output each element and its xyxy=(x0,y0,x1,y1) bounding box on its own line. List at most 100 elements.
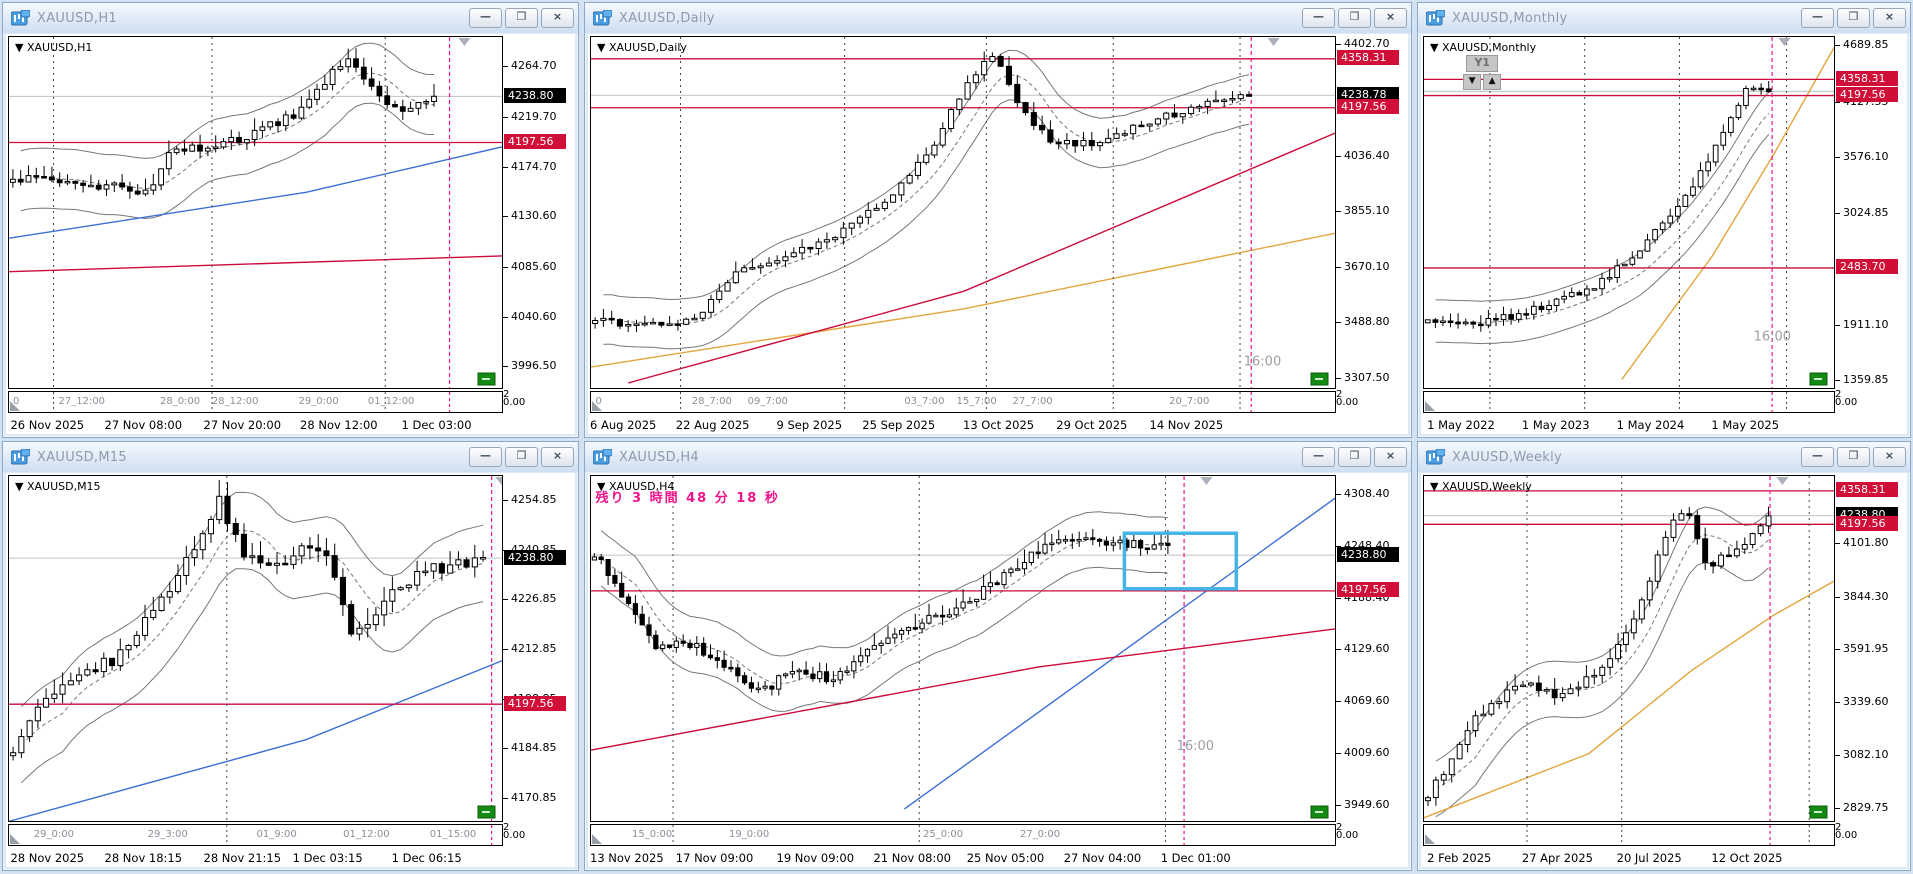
time-axis-label: 1 May 2025 xyxy=(1711,418,1780,432)
maximize-button[interactable]: ❒ xyxy=(1837,8,1870,28)
price-tick-label: 4129.60 xyxy=(1344,641,1390,655)
current-price-badge: 4238.80 xyxy=(504,549,566,565)
price-tick-label: 3082.10 xyxy=(1843,748,1889,762)
subwindow-time-label: 0 xyxy=(595,396,602,407)
price-tick-label: 3488.80 xyxy=(1344,315,1390,329)
maximize-button[interactable]: ❒ xyxy=(505,8,538,28)
minimize-button[interactable]: — xyxy=(469,447,502,467)
chart-window-h1: XAUUSD,H1— ❒ × ▼ XAUUSD,H1 0 27_12:00 28_0:00 2… xyxy=(2,2,579,438)
window-titlebar[interactable]: XAUUSD,Monthly — ❒ × xyxy=(1418,3,1910,33)
window-title: XAUUSD,H4 xyxy=(619,449,699,465)
window-titlebar[interactable]: XAUUSD,M15 — ❒ × xyxy=(3,442,578,472)
chart-window-h4: XAUUSD,H4 — ❒ × 残り 3 時間 48 分 18 秒 16:00 ▼ XAUU… xyxy=(584,441,1412,871)
window-titlebar[interactable]: XAUUSD,Weekly — ❒ × xyxy=(1418,442,1910,472)
chart-canvas[interactable]: ▼ XAUUSD,Weekly xyxy=(1424,476,1834,821)
y1-indicator-control: Y1 ▼ ▲ xyxy=(1463,55,1502,90)
subwindow-time-label: 03_7:00 xyxy=(904,396,945,407)
price-tickmark xyxy=(1835,543,1840,545)
price-tickmark xyxy=(1835,755,1840,757)
price-tick-label: 4402.70 xyxy=(1344,37,1390,51)
time-axis-label: 2 Feb 2025 xyxy=(1427,851,1492,865)
main-chart-frame: ▼ XAUUSD,Weekly xyxy=(1423,475,1835,822)
price-tick-label: 4226.85 xyxy=(511,592,557,606)
y1-down-button[interactable]: ▼ xyxy=(1463,74,1482,90)
close-button[interactable]: × xyxy=(1873,8,1906,28)
time-axis-label: 12 Oct 2025 xyxy=(1711,851,1783,865)
close-button[interactable]: × xyxy=(1374,8,1407,28)
subwindow-time-label: 28_12:00 xyxy=(211,396,259,407)
minimize-button[interactable]: — xyxy=(469,8,502,28)
subwindow-scale: 2 0.00 xyxy=(503,822,526,841)
window-titlebar[interactable]: XAUUSD,Daily — ❒ × xyxy=(585,3,1411,33)
price-level-badge: 4197.56 xyxy=(504,133,566,149)
subwindow-time-label: 01_9:00 xyxy=(256,829,297,840)
close-button[interactable]: × xyxy=(541,8,574,28)
time-axis: 28 Nov 2025 28 Nov 18:15 28 Nov 21:15 1 Dec… xyxy=(8,849,503,867)
price-tick-label: 4085.60 xyxy=(511,259,557,273)
price-level-badge: 4197.56 xyxy=(1337,99,1399,115)
minimize-button[interactable]: — xyxy=(1302,447,1335,467)
price-tickmark xyxy=(1835,379,1840,381)
minimize-button[interactable]: — xyxy=(1801,8,1834,28)
current-price-badge: 4238.80 xyxy=(1337,546,1399,562)
subwindow-time-label: 0 xyxy=(12,396,20,407)
window-title: XAUUSD,Weekly xyxy=(1452,449,1563,465)
y1-up-button[interactable]: ▲ xyxy=(1483,74,1502,90)
subwindow-grip-icon xyxy=(592,401,602,411)
time-axis-label: 1 Dec 03:15 xyxy=(292,851,363,865)
price-tickmark xyxy=(1336,44,1341,46)
maximize-button[interactable]: ❒ xyxy=(505,447,538,467)
time-axis: 2 Feb 2025 27 Apr 2025 20 Jul 2025 12 Oct 2… xyxy=(1423,849,1835,867)
time-axis-label: 13 Oct 2025 xyxy=(963,418,1035,432)
subwindow-time-label: 29_0:00 xyxy=(298,396,339,407)
price-level-badge: 4197.56 xyxy=(504,695,566,711)
price-tickmark xyxy=(1835,212,1840,214)
maximize-button[interactable]: ❒ xyxy=(1338,447,1371,467)
maximize-button[interactable]: ❒ xyxy=(1338,8,1371,28)
chart-canvas[interactable]: ▼ XAUUSD,H1 xyxy=(9,37,502,388)
shift-marker-icon xyxy=(1267,38,1280,46)
price-tickmark xyxy=(1336,545,1341,547)
price-tickmark xyxy=(1336,322,1341,324)
minimize-button[interactable]: — xyxy=(1302,8,1335,28)
subwindow-time-label: 01_12:00 xyxy=(343,829,390,840)
minimize-button[interactable]: — xyxy=(1801,447,1834,467)
price-tickmark xyxy=(503,748,508,750)
close-button[interactable]: × xyxy=(1374,447,1407,467)
subwindow-time-label: 29_0:00 xyxy=(33,829,74,840)
main-chart-frame: ▼ XAUUSD,M15 xyxy=(8,475,503,822)
chart-window-icon xyxy=(11,10,30,26)
chart-canvas[interactable]: 16:00 ▼ XAUUSD,Monthly xyxy=(1424,37,1834,388)
chart-body: 16:00 ▼ XAUUSD,Daily 0 28_7:00 09_7:00 03_7:0… xyxy=(588,34,1408,434)
symbol-label: ▼ XAUUSD,Weekly xyxy=(1430,480,1532,493)
window-titlebar[interactable]: XAUUSD,H1 — ❒ × xyxy=(3,3,578,33)
time-axis-label: 1 May 2022 xyxy=(1427,418,1495,432)
price-tickmark xyxy=(1835,45,1840,47)
time-axis-label: 26 Nov 2025 xyxy=(10,418,85,432)
price-level-badge: 2483.70 xyxy=(1836,259,1898,275)
price-tick-label: 4009.60 xyxy=(1344,745,1390,759)
price-tickmark xyxy=(1336,210,1341,212)
close-button[interactable]: × xyxy=(1873,447,1906,467)
time-axis-label: 27 Apr 2025 xyxy=(1521,851,1593,865)
price-axis: 4402.70 4036.40 3855.10 3670.10 3488.80 3307.… xyxy=(1336,36,1408,389)
price-tick-label: 4101.80 xyxy=(1843,536,1889,550)
window-title: XAUUSD,Daily xyxy=(619,10,715,26)
chart-canvas[interactable]: 残り 3 時間 48 分 18 秒 16:00 ▼ XAUUSD,H4 xyxy=(591,476,1335,821)
price-tick-label: 1911.10 xyxy=(1843,317,1889,331)
window-titlebar[interactable]: XAUUSD,H4 — ❒ × xyxy=(585,442,1411,472)
symbol-label: ▼ XAUUSD,Daily xyxy=(597,41,687,54)
time-axis-label: 29 Oct 2025 xyxy=(1056,418,1128,432)
chart-canvas[interactable]: ▼ XAUUSD,M15 xyxy=(9,476,502,821)
close-button[interactable]: × xyxy=(541,447,574,467)
price-tick-label: 3996.50 xyxy=(511,359,557,373)
time-axis-label: 25 Sep 2025 xyxy=(862,418,936,432)
price-axis: 4264.70 4219.70 4174.70 4130.60 4085.60 4040.… xyxy=(503,36,575,389)
maximize-button[interactable]: ❒ xyxy=(1837,447,1870,467)
chart-window-icon xyxy=(1426,10,1445,26)
price-tickmark xyxy=(503,116,508,118)
chart-canvas[interactable]: 16:00 ▼ XAUUSD,Daily xyxy=(591,37,1335,388)
price-tick-label: 3024.85 xyxy=(1843,205,1889,219)
subwindow-time-label: 29_3:00 xyxy=(147,829,188,840)
price-tick-label: 4036.40 xyxy=(1344,148,1390,162)
